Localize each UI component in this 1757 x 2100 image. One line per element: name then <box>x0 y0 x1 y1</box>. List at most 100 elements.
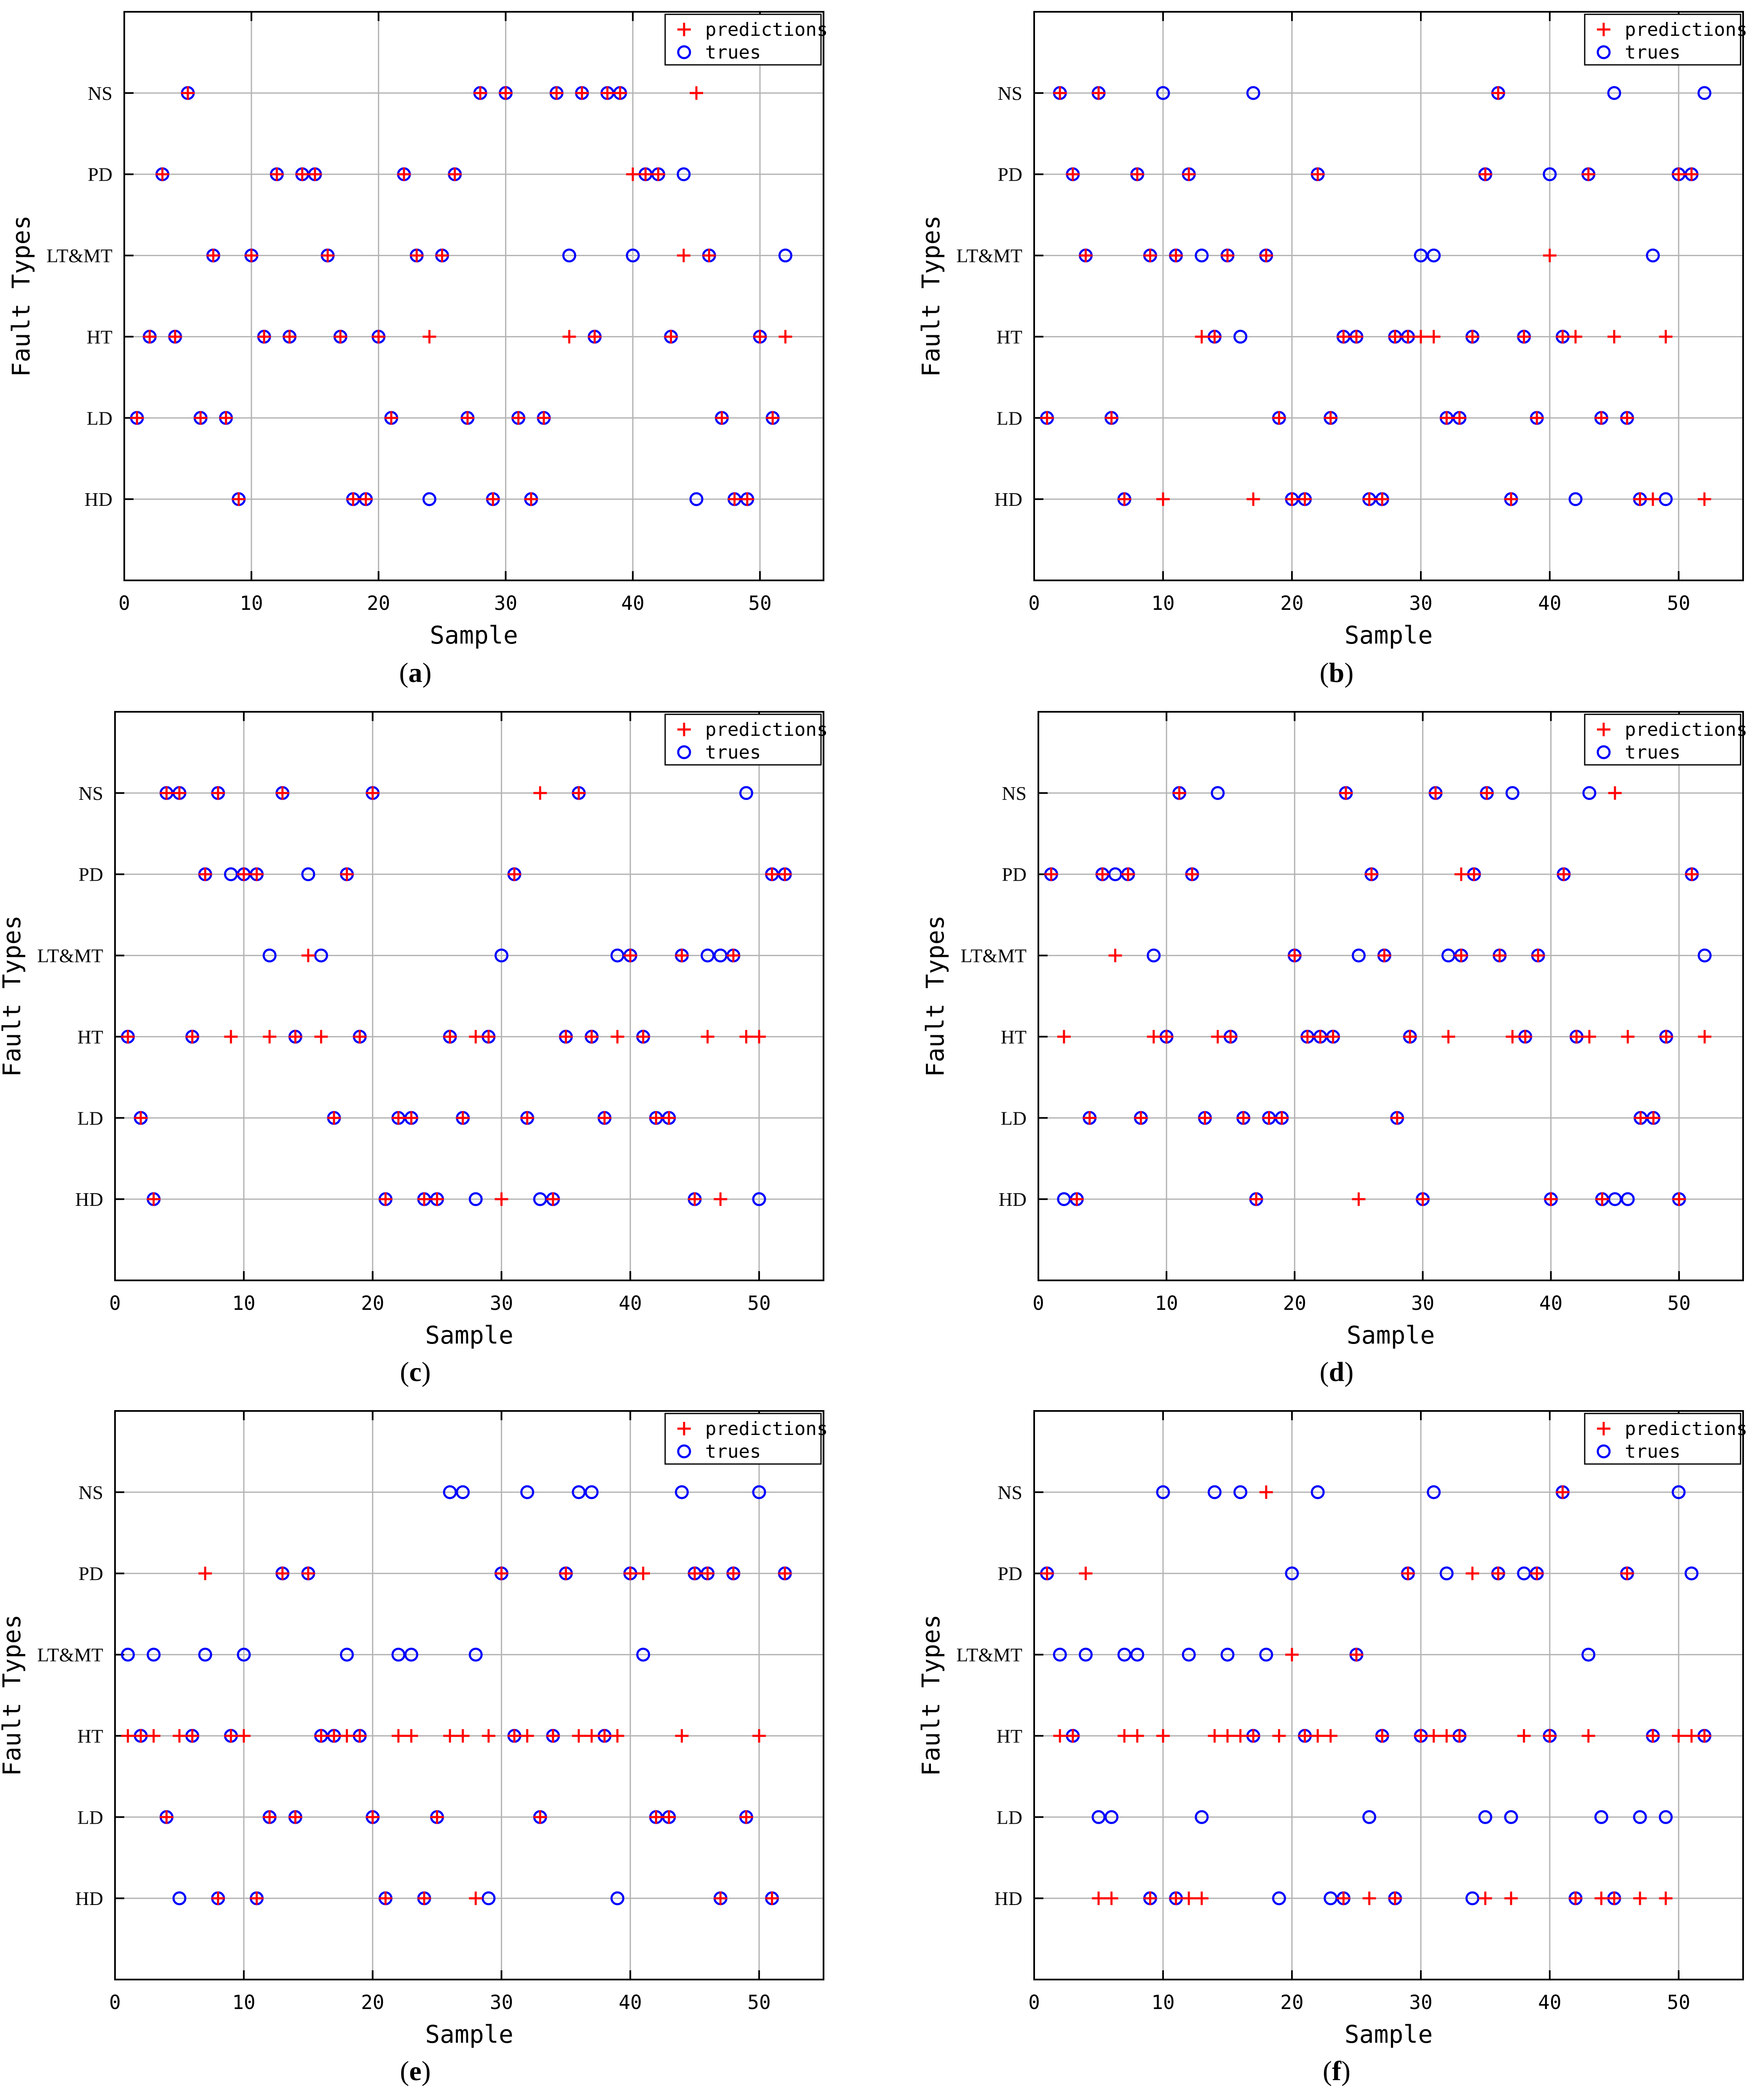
prediction-marker <box>1506 1030 1519 1044</box>
true-marker <box>675 1485 689 1499</box>
prediction-marker <box>575 86 589 100</box>
chart-panel-d: 0 10 20 30 40 50 HD LD HT LT&MT PD NS Sample Fault Ty… <box>921 711 1747 1349</box>
x-tick-label: 20 <box>1280 1991 1303 2014</box>
prediction-marker <box>295 167 309 181</box>
prediction-marker <box>417 1892 431 1905</box>
prediction-marker <box>1066 167 1080 181</box>
x-tick-label: 50 <box>747 1991 770 2014</box>
prediction-marker <box>283 330 297 344</box>
prediction-marker <box>495 1192 508 1206</box>
prediction-marker <box>121 1729 135 1743</box>
prediction-marker <box>308 167 322 181</box>
prediction-marker <box>1259 1485 1273 1499</box>
prediction-marker <box>379 1892 393 1905</box>
prediction-marker <box>346 492 360 506</box>
true-marker <box>404 1648 418 1662</box>
true-marker <box>636 1648 650 1662</box>
prediction-marker <box>1143 1892 1157 1905</box>
prediction-marker <box>1570 1030 1583 1044</box>
prediction-marker <box>1198 1111 1212 1125</box>
prediction-marker <box>430 1810 444 1824</box>
x-tick-label: 20 <box>361 1991 384 2014</box>
x-tick-label: 10 <box>1151 1991 1174 2014</box>
prediction-marker <box>1401 330 1415 344</box>
prediction-marker <box>1467 867 1481 881</box>
prediction-marker <box>443 1030 457 1044</box>
true-marker <box>1671 1485 1686 1499</box>
caption-e: (e) <box>400 2056 431 2087</box>
true-marker <box>585 1485 599 1499</box>
prediction-marker <box>688 1566 702 1580</box>
prediction-marker <box>1156 1729 1170 1743</box>
true-marker <box>1478 1810 1492 1824</box>
x-tick-label: 0 <box>1028 592 1040 615</box>
x-tick-label: 20 <box>1280 592 1303 615</box>
prediction-marker <box>1517 1729 1531 1743</box>
true-marker <box>1091 1810 1106 1824</box>
true-marker <box>1182 1648 1196 1662</box>
prediction-marker <box>726 1566 740 1580</box>
prediction-marker <box>397 167 411 181</box>
prediction-marker <box>533 786 547 800</box>
true-marker <box>701 948 715 963</box>
prediction-marker <box>486 492 500 506</box>
chart-panel-f: 0 10 20 30 40 50 HD LD HT LT&MT PD NS Sample Fault Ty… <box>917 1410 1747 2049</box>
prediction-marker <box>327 1729 341 1743</box>
prediction-marker <box>511 411 525 425</box>
prediction-marker <box>1364 867 1378 881</box>
prediction-marker <box>1118 492 1131 506</box>
legend-label-predictions: predictions <box>705 19 828 40</box>
true-marker <box>713 948 727 963</box>
prediction-marker <box>1104 411 1118 425</box>
prediction-marker <box>1249 1192 1263 1206</box>
prediction-marker <box>546 1729 560 1743</box>
prediction-marker <box>1569 1892 1583 1905</box>
prediction-marker <box>1427 1729 1441 1743</box>
prediction-marker <box>1246 1729 1260 1743</box>
prediction-marker <box>1685 1729 1698 1743</box>
prediction-marker <box>714 1892 727 1905</box>
x-tick-label: 30 <box>1409 592 1432 615</box>
x-tick-label: 0 <box>1032 1292 1044 1315</box>
y-tick-label: HD <box>995 489 1022 510</box>
prediction-marker <box>701 1566 714 1580</box>
prediction-marker <box>675 1729 689 1743</box>
prediction-marker <box>1698 1030 1712 1044</box>
prediction-marker <box>1556 1485 1570 1499</box>
x-axis-label: Sample <box>1345 621 1433 649</box>
true-marker <box>1053 1648 1067 1662</box>
prediction-marker <box>1118 1729 1131 1743</box>
prediction-marker <box>495 1566 508 1580</box>
true-marker <box>1259 1648 1273 1662</box>
prediction-marker <box>508 1729 521 1743</box>
prediction-marker <box>237 1729 251 1743</box>
prediction-marker <box>1160 1030 1174 1044</box>
x-tick-label: 40 <box>1538 592 1561 615</box>
legend-box <box>1584 13 1741 66</box>
prediction-marker <box>778 867 792 881</box>
x-tick-label: 20 <box>367 592 390 615</box>
prediction-marker <box>600 86 614 100</box>
prediction-marker <box>1208 330 1222 344</box>
prediction-marker <box>702 248 716 262</box>
prediction-marker <box>1362 1892 1376 1905</box>
prediction-marker <box>715 411 729 425</box>
prediction-marker <box>1221 248 1234 262</box>
prediction-marker <box>1388 1892 1402 1905</box>
prediction-marker <box>765 867 779 881</box>
x-tick-label: 10 <box>232 1991 255 2014</box>
prediction-marker <box>1414 1729 1428 1743</box>
y-tick-label: HT <box>997 1725 1022 1747</box>
prediction-marker <box>675 948 689 962</box>
true-marker <box>172 1891 187 1905</box>
prediction-marker <box>537 411 551 425</box>
x-tick-label: 40 <box>621 592 645 615</box>
prediction-marker <box>1594 411 1608 425</box>
prediction-marker <box>585 1030 599 1044</box>
prediction-marker <box>443 1729 457 1743</box>
true-marker <box>520 1485 535 1499</box>
y-tick-label: LD <box>87 407 112 429</box>
true-marker <box>1685 1566 1699 1581</box>
legend-label-trues: trues <box>1625 742 1680 763</box>
